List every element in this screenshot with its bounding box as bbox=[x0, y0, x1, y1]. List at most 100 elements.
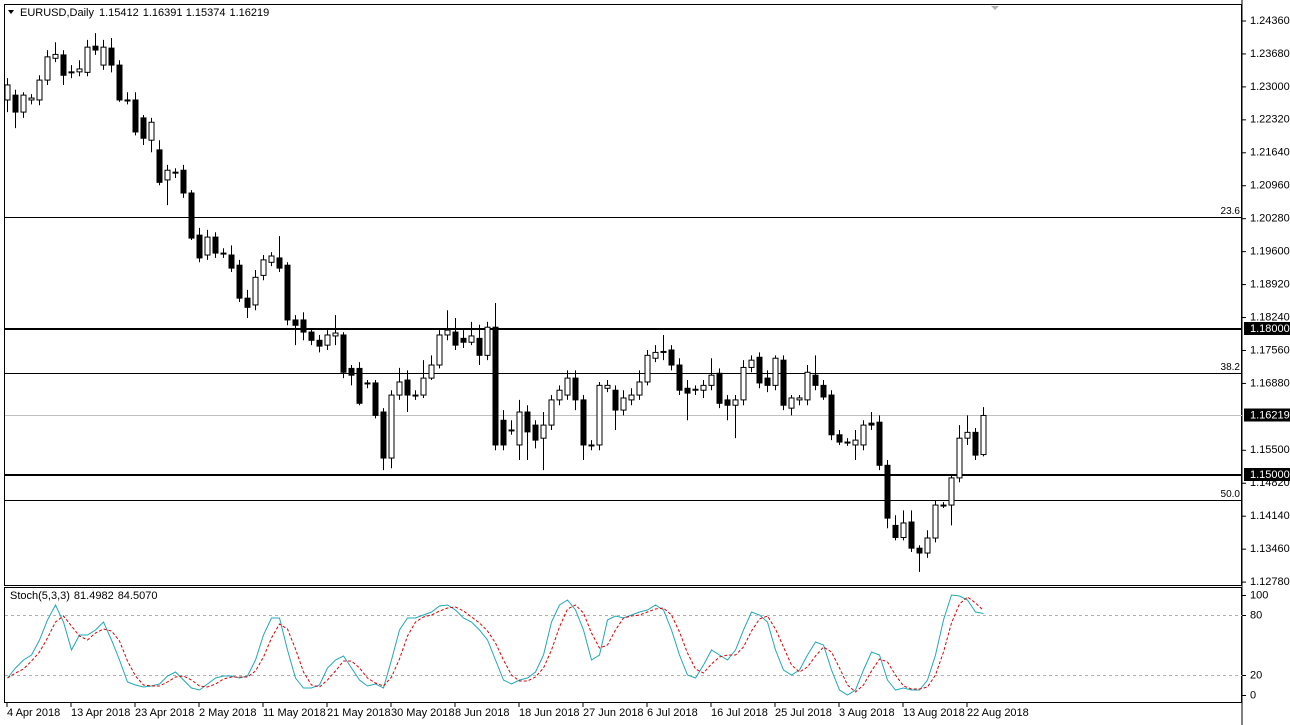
candle-body bbox=[468, 335, 475, 343]
y-tick-label: 1.13460 bbox=[1250, 543, 1290, 555]
y-tick-label: 1.20960 bbox=[1250, 180, 1290, 192]
candle-body bbox=[924, 537, 931, 554]
candle-body bbox=[764, 377, 771, 386]
x-tick-label: 27 Jun 2018 bbox=[583, 707, 644, 719]
candle-body bbox=[4, 84, 11, 101]
candle-body bbox=[132, 99, 139, 133]
candle-body bbox=[364, 382, 371, 385]
chart-header: EURUSD,Daily 1.15412 1.16391 1.15374 1.16219 bbox=[20, 7, 269, 19]
candle-body bbox=[12, 94, 19, 113]
candle-body bbox=[956, 437, 963, 479]
y-tick-label: 1.22320 bbox=[1250, 114, 1290, 126]
candle-body bbox=[156, 149, 163, 183]
y-tick-label: 1.16880 bbox=[1250, 377, 1290, 389]
candle-body bbox=[836, 434, 843, 443]
candle-body bbox=[620, 397, 627, 411]
candle-body bbox=[868, 422, 875, 426]
candle-body bbox=[204, 236, 211, 256]
candle-body bbox=[276, 257, 283, 269]
low-value: 1.15374 bbox=[186, 7, 226, 19]
candle-body bbox=[756, 356, 763, 384]
y-tick-label: 1.20280 bbox=[1250, 213, 1290, 225]
candle-body bbox=[164, 169, 171, 181]
y-tick-label: 1.15500 bbox=[1250, 444, 1290, 456]
candle-body bbox=[668, 349, 675, 366]
candle-body bbox=[724, 399, 731, 406]
candle-body bbox=[796, 397, 803, 401]
fib-level-label: 38.2 bbox=[1221, 362, 1241, 373]
candle-body bbox=[564, 377, 571, 396]
candle-body bbox=[932, 504, 939, 539]
candle-body bbox=[452, 331, 459, 346]
candle-body bbox=[52, 53, 59, 59]
last-price-tag bbox=[1244, 408, 1290, 422]
candle-body bbox=[308, 331, 315, 341]
y-tick-label: 100 bbox=[1250, 589, 1268, 601]
candle-body bbox=[340, 334, 347, 373]
candle-body bbox=[404, 379, 411, 396]
candle-body bbox=[532, 424, 539, 441]
candle-body bbox=[844, 441, 851, 444]
menu-arrow[interactable] bbox=[8, 10, 14, 14]
candle-body bbox=[412, 394, 419, 397]
y-tick-label: 1.14140 bbox=[1250, 510, 1290, 522]
candle-body bbox=[92, 45, 99, 51]
candle-body bbox=[964, 431, 971, 439]
candle-body bbox=[908, 521, 915, 549]
candle-body bbox=[492, 326, 499, 446]
candle-body bbox=[852, 439, 859, 446]
y-tick-label: 1.18240 bbox=[1250, 311, 1290, 323]
x-tick-label: 4 Apr 2018 bbox=[7, 707, 60, 719]
candle-body bbox=[260, 259, 267, 276]
candle-body bbox=[300, 319, 307, 333]
candle-body bbox=[484, 326, 491, 356]
candle-body bbox=[804, 371, 811, 401]
y-tick-label: 20 bbox=[1250, 669, 1262, 681]
shift-marker[interactable] bbox=[991, 6, 999, 10]
candle-body bbox=[460, 337, 467, 343]
candle-body bbox=[444, 329, 451, 336]
candle-body bbox=[36, 79, 43, 101]
candle-body bbox=[876, 421, 883, 466]
y-tick-label: 1.21640 bbox=[1250, 147, 1290, 159]
candle-body bbox=[268, 255, 275, 263]
candle-body bbox=[332, 332, 339, 337]
x-tick-label: 2 May 2018 bbox=[199, 707, 256, 719]
candle-body bbox=[716, 372, 723, 404]
candle-body bbox=[28, 97, 35, 101]
horizontal-line-label: 1.18000 bbox=[1250, 323, 1290, 335]
candle-body bbox=[108, 47, 115, 66]
candle-body bbox=[68, 71, 75, 74]
candle-body bbox=[84, 46, 91, 73]
x-tick-label: 13 Aug 2018 bbox=[903, 707, 965, 719]
y-tick-label: 80 bbox=[1250, 609, 1262, 621]
candle-body bbox=[228, 254, 235, 269]
y-tick-label: 1.23000 bbox=[1250, 81, 1290, 93]
candle-body bbox=[124, 99, 131, 102]
candle-body bbox=[60, 54, 67, 76]
x-tick-label: 11 May 2018 bbox=[263, 707, 326, 719]
candle-body bbox=[500, 419, 507, 446]
y-tick-label: 0 bbox=[1250, 689, 1256, 701]
y-tick-label: 1.19600 bbox=[1250, 246, 1290, 258]
candle-body bbox=[636, 381, 643, 396]
candle-body bbox=[172, 171, 179, 174]
fib-level-label: 23.6 bbox=[1221, 206, 1241, 217]
y-tick-label: 1.17560 bbox=[1250, 344, 1290, 356]
horizontal-line-tag bbox=[1244, 322, 1290, 335]
candle-body bbox=[684, 387, 691, 394]
candle-body bbox=[316, 339, 323, 347]
indicator-line bbox=[7, 594, 984, 696]
candle-body bbox=[812, 374, 819, 386]
candle-body bbox=[236, 264, 243, 299]
candle-body bbox=[188, 192, 195, 239]
x-tick-label: 18 Jun 2018 bbox=[519, 707, 580, 719]
candle-body bbox=[828, 394, 835, 436]
candle-body bbox=[596, 384, 603, 446]
x-tick-label: 16 Jul 2018 bbox=[711, 707, 768, 719]
x-tick-label: 30 May 2018 bbox=[391, 707, 455, 719]
candle-body bbox=[380, 411, 387, 459]
horizontal-line-label: 1.15000 bbox=[1250, 469, 1290, 481]
candle-body bbox=[660, 350, 667, 353]
candle-body bbox=[372, 382, 379, 416]
